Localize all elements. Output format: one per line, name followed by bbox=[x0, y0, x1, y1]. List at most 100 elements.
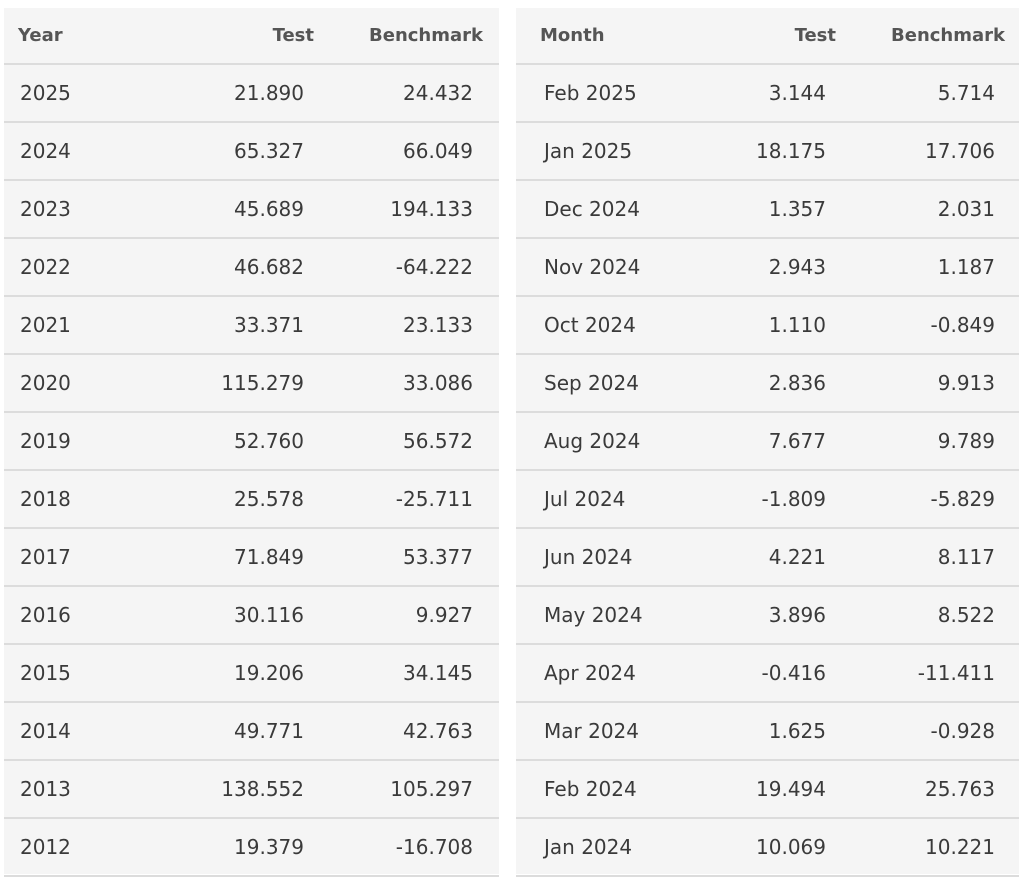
benchmark-value: 33.086 bbox=[314, 354, 499, 413]
benchmark-value: 17.706 bbox=[836, 122, 1019, 181]
month-label: Sep 2024 bbox=[516, 354, 676, 413]
month-label: May 2024 bbox=[516, 586, 676, 645]
year-label: 2022 bbox=[4, 238, 154, 297]
table-row: 2023 45.689 194.133 bbox=[4, 180, 499, 239]
benchmark-value: -11.411 bbox=[836, 644, 1019, 703]
year-label: 2012 bbox=[4, 818, 154, 877]
month-label: Oct 2024 bbox=[516, 296, 676, 355]
table-header-row: Month Test Benchmark bbox=[516, 8, 1019, 65]
table-row: 2024 65.327 66.049 bbox=[4, 122, 499, 181]
month-label: Jan 2025 bbox=[516, 122, 676, 181]
test-value: 115.279 bbox=[154, 354, 314, 413]
table-row: Dec 2024 1.357 2.031 bbox=[516, 180, 1019, 239]
year-label: 2014 bbox=[4, 702, 154, 761]
table-row: 2019 52.760 56.572 bbox=[4, 412, 499, 471]
year-label: 2020 bbox=[4, 354, 154, 413]
test-value: 10.069 bbox=[676, 818, 836, 877]
month-label: Nov 2024 bbox=[516, 238, 676, 297]
table-row: 2025 21.890 24.432 bbox=[4, 64, 499, 123]
test-value: 19.379 bbox=[154, 818, 314, 877]
table-row: 2017 71.849 53.377 bbox=[4, 528, 499, 587]
month-label: Apr 2024 bbox=[516, 644, 676, 703]
benchmark-value: 25.763 bbox=[836, 760, 1019, 819]
month-label: Feb 2024 bbox=[516, 760, 676, 819]
month-label: Jul 2024 bbox=[516, 470, 676, 529]
test-value: 1.110 bbox=[676, 296, 836, 355]
test-value: 65.327 bbox=[154, 122, 314, 181]
table-row: 2015 19.206 34.145 bbox=[4, 644, 499, 703]
test-value: 138.552 bbox=[154, 760, 314, 819]
monthly-table-body: Feb 2025 3.144 5.714 Jan 2025 18.175 17.706 De… bbox=[516, 64, 1019, 877]
test-value: 46.682 bbox=[154, 238, 314, 297]
table-row: 2021 33.371 23.133 bbox=[4, 296, 499, 355]
test-value: 25.578 bbox=[154, 470, 314, 529]
year-label: 2013 bbox=[4, 760, 154, 819]
table-row: Nov 2024 2.943 1.187 bbox=[516, 238, 1019, 297]
test-value: -0.416 bbox=[676, 644, 836, 703]
year-label: 2018 bbox=[4, 470, 154, 529]
benchmark-value: 24.432 bbox=[314, 64, 499, 123]
monthly-returns-table: Month Test Benchmark Feb 2025 3.144 5.714 J… bbox=[516, 8, 1019, 877]
header-benchmark[interactable]: Benchmark bbox=[836, 8, 1019, 65]
year-label: 2016 bbox=[4, 586, 154, 645]
benchmark-value: 5.714 bbox=[836, 64, 1019, 123]
month-label: Dec 2024 bbox=[516, 180, 676, 239]
header-test[interactable]: Test bbox=[676, 8, 836, 65]
benchmark-value: 9.927 bbox=[314, 586, 499, 645]
test-value: 45.689 bbox=[154, 180, 314, 239]
header-year[interactable]: Year bbox=[4, 8, 154, 65]
benchmark-value: -0.928 bbox=[836, 702, 1019, 761]
test-value: 7.677 bbox=[676, 412, 836, 471]
test-value: 71.849 bbox=[154, 528, 314, 587]
benchmark-value: -5.829 bbox=[836, 470, 1019, 529]
benchmark-value: 1.187 bbox=[836, 238, 1019, 297]
test-value: 19.494 bbox=[676, 760, 836, 819]
year-label: 2024 bbox=[4, 122, 154, 181]
table-row: Jul 2024 -1.809 -5.829 bbox=[516, 470, 1019, 529]
table-row: Jan 2024 10.069 10.221 bbox=[516, 818, 1019, 877]
test-value: 30.116 bbox=[154, 586, 314, 645]
table-row: 2020 115.279 33.086 bbox=[4, 354, 499, 413]
year-label: 2021 bbox=[4, 296, 154, 355]
table-row: 2012 19.379 -16.708 bbox=[4, 818, 499, 877]
yearly-table-body: 2025 21.890 24.432 2024 65.327 66.049 2023 45.6… bbox=[4, 64, 499, 877]
benchmark-value: 2.031 bbox=[836, 180, 1019, 239]
test-value: -1.809 bbox=[676, 470, 836, 529]
yearly-returns-panel: Year Test Benchmark 2025 21.890 24.432 2024… bbox=[4, 8, 499, 877]
year-label: 2025 bbox=[4, 64, 154, 123]
test-value: 1.357 bbox=[676, 180, 836, 239]
header-test[interactable]: Test bbox=[154, 8, 314, 65]
benchmark-value: -64.222 bbox=[314, 238, 499, 297]
table-row: 2022 46.682 -64.222 bbox=[4, 238, 499, 297]
benchmark-value: 23.133 bbox=[314, 296, 499, 355]
benchmark-value: 66.049 bbox=[314, 122, 499, 181]
table-row: Apr 2024 -0.416 -11.411 bbox=[516, 644, 1019, 703]
month-label: Jun 2024 bbox=[516, 528, 676, 587]
table-row: Jan 2025 18.175 17.706 bbox=[516, 122, 1019, 181]
benchmark-value: -25.711 bbox=[314, 470, 499, 529]
test-value: 49.771 bbox=[154, 702, 314, 761]
table-row: May 2024 3.896 8.522 bbox=[516, 586, 1019, 645]
benchmark-value: 194.133 bbox=[314, 180, 499, 239]
benchmark-value: 34.145 bbox=[314, 644, 499, 703]
monthly-returns-panel: Month Test Benchmark Feb 2025 3.144 5.714 J… bbox=[516, 8, 1019, 877]
table-row: 2013 138.552 105.297 bbox=[4, 760, 499, 819]
year-label: 2023 bbox=[4, 180, 154, 239]
benchmark-value: 9.789 bbox=[836, 412, 1019, 471]
benchmark-value: 8.117 bbox=[836, 528, 1019, 587]
table-row: Jun 2024 4.221 8.117 bbox=[516, 528, 1019, 587]
year-label: 2019 bbox=[4, 412, 154, 471]
month-label: Aug 2024 bbox=[516, 412, 676, 471]
benchmark-value: -16.708 bbox=[314, 818, 499, 877]
month-label: Jan 2024 bbox=[516, 818, 676, 877]
benchmark-value: 42.763 bbox=[314, 702, 499, 761]
yearly-returns-table: Year Test Benchmark 2025 21.890 24.432 2024… bbox=[4, 8, 499, 877]
header-benchmark[interactable]: Benchmark bbox=[314, 8, 499, 65]
test-value: 19.206 bbox=[154, 644, 314, 703]
test-value: 33.371 bbox=[154, 296, 314, 355]
table-header-row: Year Test Benchmark bbox=[4, 8, 499, 65]
benchmark-value: 9.913 bbox=[836, 354, 1019, 413]
test-value: 21.890 bbox=[154, 64, 314, 123]
benchmark-value: 105.297 bbox=[314, 760, 499, 819]
header-month[interactable]: Month bbox=[516, 8, 676, 65]
